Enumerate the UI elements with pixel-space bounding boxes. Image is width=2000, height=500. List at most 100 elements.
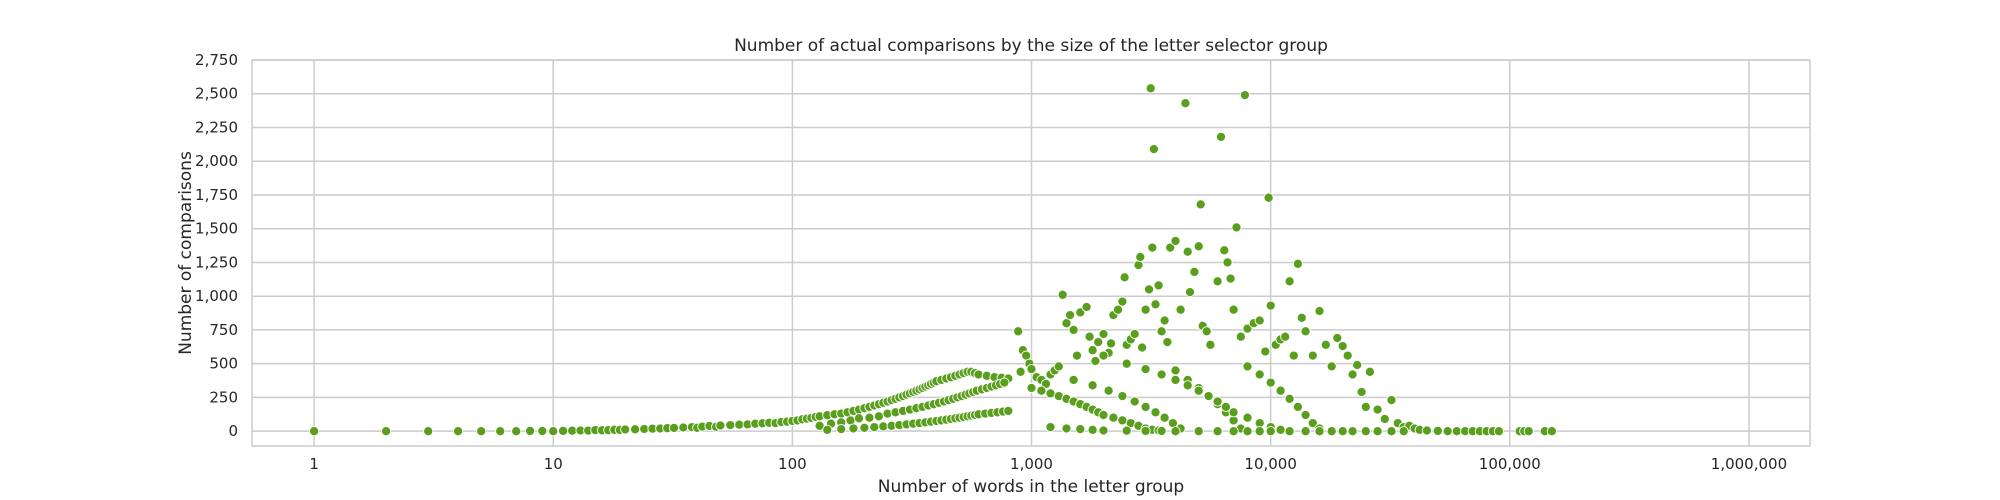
y-tick-label: 1,500 — [195, 220, 238, 238]
data-point — [1036, 385, 1047, 396]
data-point — [1307, 418, 1318, 429]
data-point — [1314, 426, 1325, 437]
data-point — [1105, 338, 1117, 349]
data-points — [309, 83, 1557, 437]
data-point — [1140, 364, 1151, 375]
data-point — [999, 377, 1010, 388]
data-point — [1288, 350, 1299, 361]
data-point — [1026, 382, 1037, 394]
data-point — [1254, 315, 1265, 326]
data-point — [1379, 413, 1390, 425]
data-point — [558, 425, 569, 436]
data-point — [1156, 425, 1167, 437]
data-point — [1112, 304, 1124, 315]
data-point — [548, 426, 559, 437]
data-point — [1150, 299, 1161, 310]
data-point — [1442, 426, 1453, 437]
y-axis-title: Number of comparisons — [176, 151, 196, 355]
data-point — [1068, 324, 1079, 335]
data-point — [1372, 426, 1383, 437]
data-point — [1075, 424, 1086, 435]
plot-frame — [251, 59, 1811, 447]
data-point — [1162, 337, 1173, 348]
data-point — [1356, 386, 1367, 398]
data-point — [1180, 98, 1191, 109]
x-tick-label: 1 — [309, 455, 319, 473]
data-point — [1342, 350, 1353, 361]
data-point — [1326, 361, 1337, 372]
data-point — [1189, 266, 1200, 277]
data-point — [1081, 301, 1092, 313]
data-point — [1421, 425, 1432, 436]
data-point — [814, 420, 825, 431]
data-point — [1087, 424, 1098, 435]
data-point — [1140, 401, 1151, 412]
data-point — [1235, 331, 1246, 342]
data-point — [381, 426, 392, 437]
y-tick-label: 1,750 — [195, 186, 238, 204]
data-point — [1117, 296, 1128, 307]
data-point — [668, 422, 680, 433]
data-point — [1432, 425, 1443, 436]
data-point — [1159, 315, 1170, 326]
data-point — [1225, 273, 1236, 284]
data-point — [1320, 339, 1331, 350]
data-point — [1280, 331, 1291, 342]
data-point — [1284, 393, 1295, 404]
data-point — [1292, 258, 1303, 269]
data-point — [1182, 246, 1193, 257]
y-tick-label: 2,500 — [195, 85, 238, 103]
data-point — [1140, 425, 1151, 436]
data-point — [1275, 385, 1286, 396]
data-point — [1015, 366, 1026, 377]
data-point — [1153, 280, 1164, 291]
data-point — [1398, 426, 1409, 437]
data-point — [1119, 272, 1130, 283]
data-point — [1222, 257, 1233, 268]
data-point — [734, 419, 745, 430]
y-tick-label: 2,750 — [195, 51, 238, 69]
y-tick-label: 750 — [209, 321, 238, 339]
data-point — [1061, 423, 1072, 434]
data-point — [1300, 426, 1311, 437]
data-point — [1045, 388, 1056, 399]
data-point — [1332, 332, 1343, 344]
data-point — [869, 422, 880, 433]
data-point — [1117, 391, 1128, 402]
data-point — [864, 412, 875, 423]
data-point — [1117, 415, 1128, 426]
data-point — [1347, 369, 1358, 380]
y-tick-label: 2,250 — [195, 118, 238, 136]
data-point — [423, 426, 434, 437]
data-point — [1254, 369, 1265, 380]
data-point — [1121, 358, 1132, 369]
x-tick-label: 100,000 — [1479, 455, 1541, 473]
data-point — [1254, 426, 1265, 437]
data-point — [1360, 401, 1371, 412]
data-point — [1133, 260, 1144, 271]
data-point — [973, 369, 984, 380]
data-point — [1263, 192, 1274, 203]
data-point — [1170, 374, 1181, 385]
data-point — [1103, 385, 1114, 396]
data-point — [1137, 342, 1148, 353]
data-point — [1135, 251, 1146, 263]
data-point — [1212, 396, 1223, 407]
data-point — [1075, 307, 1086, 318]
data-point — [1205, 339, 1216, 350]
x-tick-label: 100 — [778, 455, 807, 473]
data-point — [1265, 426, 1276, 437]
data-point — [1284, 426, 1295, 437]
data-point — [1121, 425, 1132, 436]
data-point — [1045, 422, 1056, 433]
y-tick-label: 1,000 — [195, 287, 238, 305]
data-point — [1386, 395, 1397, 406]
data-point — [1326, 426, 1337, 437]
data-point — [1451, 426, 1462, 437]
data-point — [1182, 380, 1193, 391]
y-axis-ticks: 0 250 500 750 1,000 1,250 1,500 1,750 2,000 2,250… — [195, 51, 238, 440]
data-point — [1337, 426, 1348, 437]
data-point — [1220, 401, 1231, 412]
data-point — [873, 411, 884, 422]
